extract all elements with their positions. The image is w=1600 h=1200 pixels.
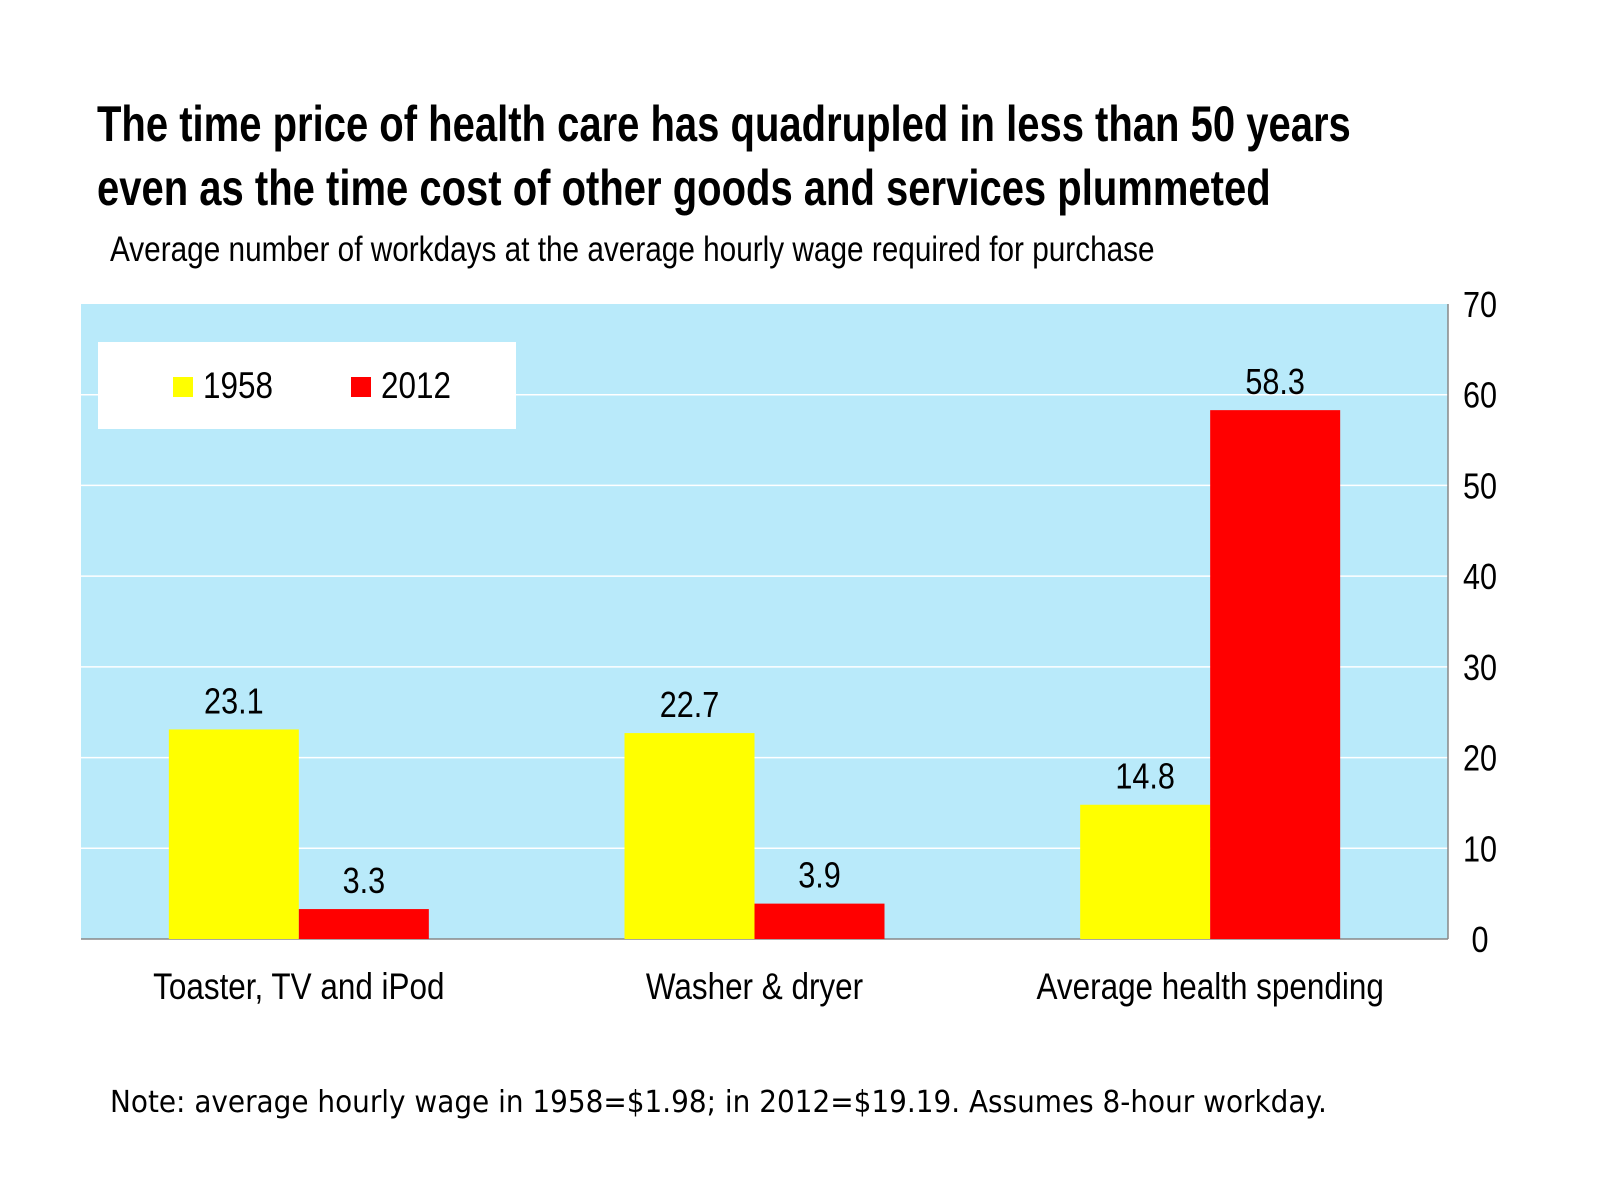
x-category-label: Washer & dryer: [646, 967, 863, 1008]
data-label: 23.1: [204, 682, 264, 722]
footnote: Note: average hourly wage in 1958=$1.98;…: [110, 1085, 1327, 1120]
bar-1958: [168, 729, 299, 939]
y-tick-label: 70: [1463, 286, 1497, 326]
y-tick-label: 20: [1463, 739, 1497, 779]
y-tick-label: 10: [1463, 830, 1497, 870]
legend-label-1958: 1958: [203, 366, 273, 407]
legend-swatch-1958: [173, 377, 193, 397]
y-tick-label: 50: [1463, 467, 1497, 507]
chart-subtitle: Average number of workdays at the averag…: [110, 230, 1155, 269]
chart-title-line-2: even as the time cost of other goods and…: [97, 160, 1271, 216]
x-category-label: Toaster, TV and iPod: [153, 967, 444, 1008]
data-label: 3.9: [798, 856, 841, 896]
data-label: 14.8: [1115, 757, 1175, 797]
y-tick-label: 30: [1463, 649, 1497, 689]
y-tick-label: 0: [1471, 921, 1488, 961]
data-label: 3.3: [343, 862, 386, 902]
y-tick-label: 60: [1463, 376, 1497, 416]
bar-1958: [1080, 804, 1211, 939]
legend-swatch-2012: [351, 377, 371, 397]
chart-title-line-1: The time price of health care has quadru…: [97, 96, 1351, 152]
legend-label-2012: 2012: [381, 366, 451, 407]
bar-2012: [1210, 410, 1341, 939]
bar-2012: [298, 909, 429, 939]
x-category-label: Average health spending: [1037, 967, 1384, 1008]
data-label: 22.7: [660, 686, 720, 726]
bar-2012: [754, 903, 885, 939]
y-tick-label: 40: [1463, 558, 1497, 598]
bar-1958: [624, 733, 755, 939]
data-label: 58.3: [1245, 363, 1305, 403]
chart-title: The time price of health care has quadru…: [97, 92, 1351, 220]
legend-box: [98, 342, 516, 429]
